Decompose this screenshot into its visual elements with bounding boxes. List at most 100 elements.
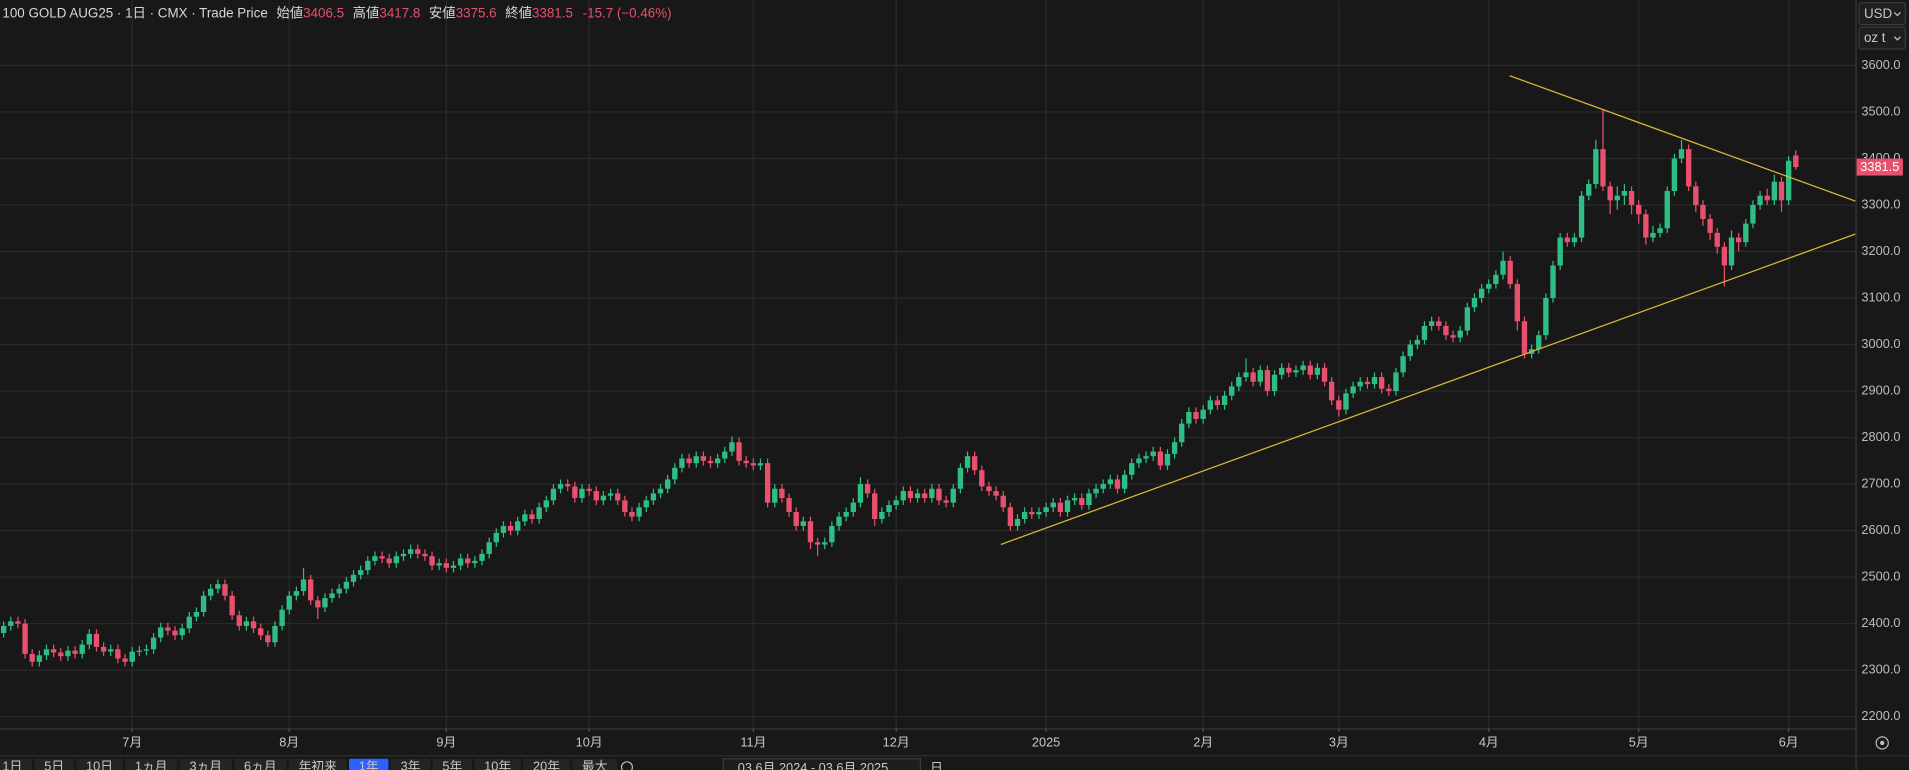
candle-body[interactable] xyxy=(1671,158,1678,192)
candle-body[interactable] xyxy=(950,488,956,503)
candle-body[interactable] xyxy=(457,558,464,566)
candle-body[interactable] xyxy=(1436,321,1442,326)
candle-body[interactable] xyxy=(322,598,328,608)
candle-body[interactable] xyxy=(79,644,85,654)
candle-body[interactable] xyxy=(1478,288,1485,299)
candle-body[interactable] xyxy=(486,542,492,554)
candle-body[interactable] xyxy=(315,600,321,608)
candle-body[interactable] xyxy=(829,525,835,543)
candle-body[interactable] xyxy=(700,456,707,461)
candle-body[interactable] xyxy=(179,628,185,636)
interval[interactable]: 日 xyxy=(930,760,943,770)
candle-body[interactable] xyxy=(686,458,692,464)
candle-body[interactable] xyxy=(443,563,450,568)
candle-body[interactable] xyxy=(1643,214,1649,238)
candle-body[interactable] xyxy=(1743,223,1749,243)
range-button[interactable]: 1日 xyxy=(2,759,22,770)
candle-body[interactable] xyxy=(986,486,992,492)
candle-body[interactable] xyxy=(1000,495,1006,508)
candle-body[interactable] xyxy=(814,542,821,545)
candle-body[interactable] xyxy=(1043,507,1049,513)
candle-body[interactable] xyxy=(843,512,849,517)
candle-body[interactable] xyxy=(657,488,664,494)
candle-body[interactable] xyxy=(350,574,357,582)
candle-body[interactable] xyxy=(1728,237,1735,266)
range-button-bg[interactable] xyxy=(125,758,178,770)
candle-body[interactable] xyxy=(272,625,278,643)
candle-body[interactable] xyxy=(8,621,14,626)
candle-body[interactable] xyxy=(1250,372,1256,382)
candle-body[interactable] xyxy=(1536,335,1542,350)
candle-body[interactable] xyxy=(1229,386,1235,396)
candle-body[interactable] xyxy=(293,591,300,596)
candle-body[interactable] xyxy=(1586,184,1592,196)
candle-body[interactable] xyxy=(622,500,628,513)
candle-body[interactable] xyxy=(1150,451,1156,457)
candle-body[interactable] xyxy=(172,630,178,636)
candle-body[interactable] xyxy=(1607,186,1613,201)
candle-body[interactable] xyxy=(515,521,521,531)
candle-body[interactable] xyxy=(1314,367,1321,375)
candle-body[interactable] xyxy=(1293,370,1299,373)
unit-select[interactable] xyxy=(1858,26,1906,50)
candle-body[interactable] xyxy=(929,488,935,499)
candle-body[interactable] xyxy=(122,658,128,662)
range-button-bg[interactable] xyxy=(0,758,33,770)
candle-body[interactable] xyxy=(1793,155,1799,168)
candle-body[interactable] xyxy=(1471,298,1478,308)
candle-body[interactable] xyxy=(1021,512,1028,519)
candle-body[interactable] xyxy=(993,491,999,496)
candle-body[interactable] xyxy=(722,451,728,459)
candle-body[interactable] xyxy=(936,488,942,501)
candle-body[interactable] xyxy=(1193,411,1199,419)
candle-body[interactable] xyxy=(1307,365,1313,375)
candle-body[interactable] xyxy=(1271,374,1278,392)
candle-body[interactable] xyxy=(36,655,43,662)
candle-body[interactable] xyxy=(529,514,535,519)
candle-body[interactable] xyxy=(436,563,442,566)
candle-body[interactable] xyxy=(943,500,949,503)
candle-body[interactable] xyxy=(1657,228,1663,233)
candle-body[interactable] xyxy=(779,488,785,499)
candle-body[interactable] xyxy=(572,486,578,499)
candle-body[interactable] xyxy=(600,495,607,501)
candle-body[interactable] xyxy=(286,595,292,610)
candle-body[interactable] xyxy=(1685,149,1692,187)
candle-body[interactable] xyxy=(422,553,428,557)
candle-body[interactable] xyxy=(1650,232,1656,238)
candle-body[interactable] xyxy=(222,584,228,596)
candle-body[interactable] xyxy=(807,521,814,543)
candle-body[interactable] xyxy=(1329,381,1335,401)
candle-body[interactable] xyxy=(1371,377,1378,385)
candle-body[interactable] xyxy=(15,621,21,624)
resistance-trendline[interactable] xyxy=(1509,75,1856,202)
candle-body[interactable] xyxy=(750,463,757,466)
range-button[interactable]: 5日 xyxy=(44,759,64,770)
candle-body[interactable] xyxy=(93,633,100,647)
candle-body[interactable] xyxy=(1428,321,1435,326)
candle-body[interactable] xyxy=(1171,442,1178,454)
candle-body[interactable] xyxy=(579,488,585,499)
candle-body[interactable] xyxy=(879,512,885,519)
range-button-bg[interactable] xyxy=(390,758,431,770)
candle-body[interactable] xyxy=(757,463,764,466)
candle-body[interactable] xyxy=(1735,237,1742,243)
candle-body[interactable] xyxy=(714,458,721,464)
candle-body[interactable] xyxy=(186,616,192,629)
candle-body[interactable] xyxy=(1093,488,1099,494)
candle-body[interactable] xyxy=(400,553,407,557)
candle-body[interactable] xyxy=(1750,204,1756,224)
candle-body[interactable] xyxy=(1164,453,1171,466)
candle-body[interactable] xyxy=(1578,195,1585,238)
candle-body[interactable] xyxy=(1264,370,1271,392)
candle-body[interactable] xyxy=(500,525,507,533)
candle-body[interactable] xyxy=(1057,502,1064,513)
candle-body[interactable] xyxy=(115,649,121,659)
candle-body[interactable] xyxy=(1257,370,1263,382)
candle-body[interactable] xyxy=(336,588,342,594)
candle-body[interactable] xyxy=(1493,274,1499,285)
candle-body[interactable] xyxy=(536,507,542,519)
candle-body[interactable] xyxy=(493,532,499,543)
range-button-bg[interactable] xyxy=(288,758,347,770)
candle-body[interactable] xyxy=(1400,356,1406,373)
